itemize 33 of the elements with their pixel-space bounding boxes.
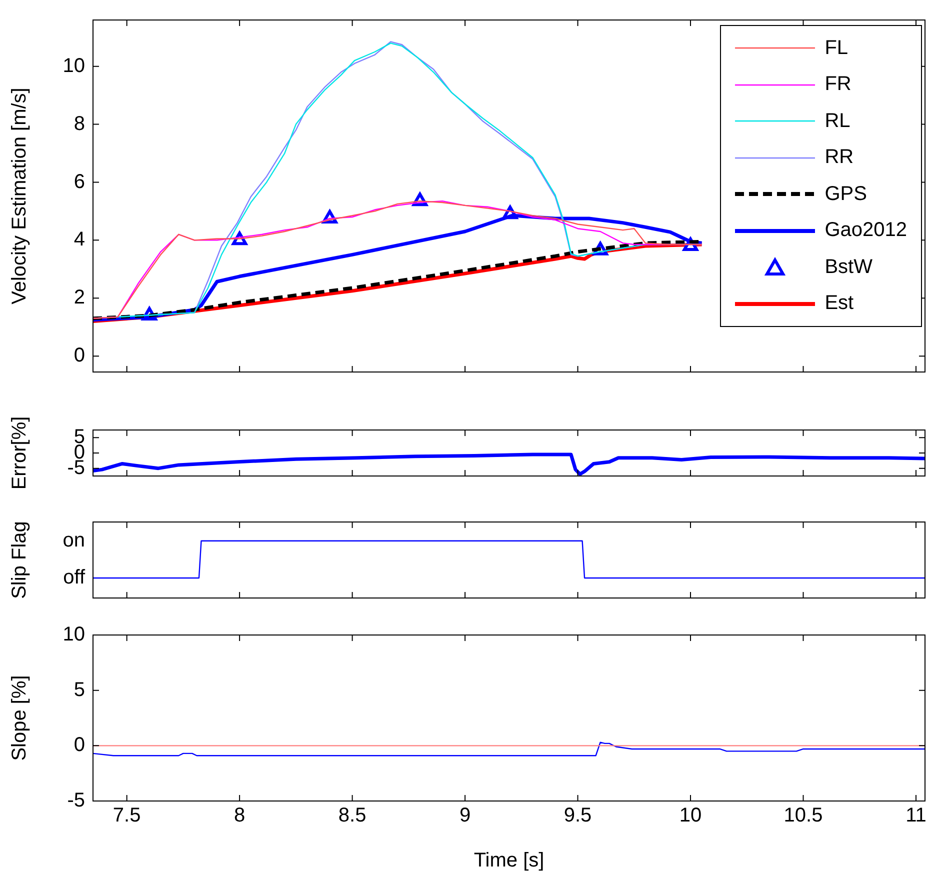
legend-label: Est [824, 292, 854, 316]
x-tick-label: 8.5 [338, 804, 366, 827]
y-axis-title: Velocity Estimation [m/s] [8, 88, 31, 304]
y-tick-label: 6 [74, 170, 85, 193]
y-tick-label: 8 [74, 112, 85, 135]
y-tick-label: 0 [74, 734, 85, 756]
y-tick-label: 5 [74, 678, 85, 701]
x-tick-label: 10 [679, 804, 702, 827]
y-tick-label: 10 [62, 624, 85, 646]
x-tick-label: 9 [459, 804, 471, 827]
y-tick-label: 0 [74, 344, 85, 367]
y-tick-label: 2 [74, 286, 85, 309]
text: on [62, 529, 85, 552]
y-tick-label: 10 [62, 54, 85, 77]
legend-label: Gao2012 [824, 219, 907, 242]
text: off [63, 566, 86, 589]
legend-label: RL [824, 110, 850, 133]
legend-label: FL [824, 36, 848, 60]
y-axis-title: Error[%] [8, 416, 31, 490]
legend-label: FR [824, 73, 852, 96]
y-tick-label: 4 [74, 228, 85, 251]
x-axis-title: Time [s] [474, 850, 544, 872]
y-tick-label: -5 [67, 790, 85, 812]
x-tick-label: 11 [906, 804, 926, 827]
x-tick-label: 10.5 [784, 804, 823, 827]
legend-label: RR [824, 146, 854, 170]
x-tick-label: 7.5 [112, 804, 141, 827]
y-axis-title: Slip Flag [8, 521, 31, 599]
x-tick-label: 9.5 [564, 804, 592, 827]
x-tick-label: 8 [234, 804, 246, 827]
legend-label: BstW [824, 256, 872, 279]
legend-label: GPS [824, 182, 867, 206]
y-axis-title: Slope [%] [8, 675, 31, 761]
